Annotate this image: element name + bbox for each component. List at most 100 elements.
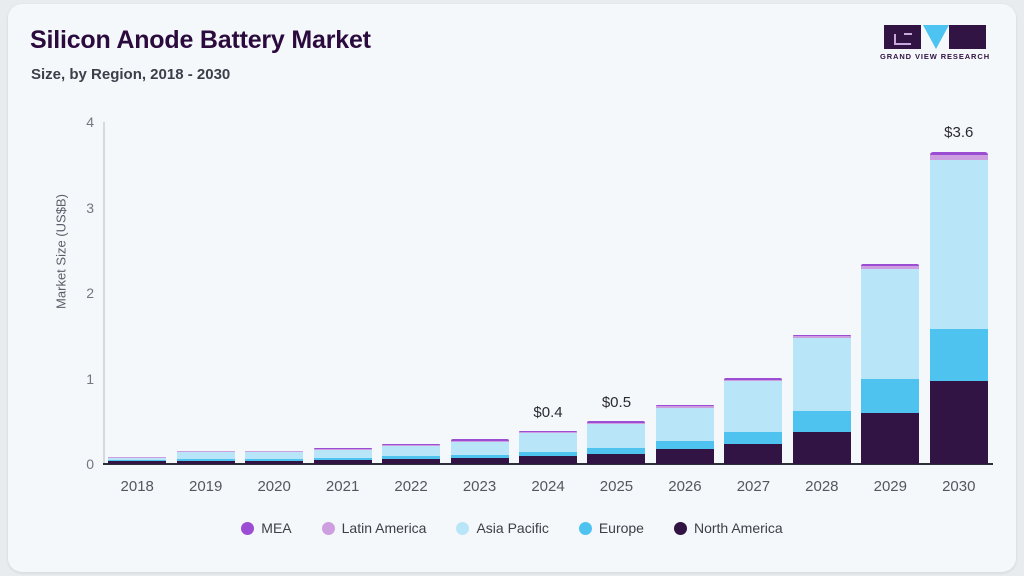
- bar-segment[interactable]: [519, 432, 577, 434]
- bar-segment[interactable]: [450, 455, 509, 459]
- x-axis-tick-label: 2029: [873, 478, 907, 495]
- bar-column[interactable]: [172, 122, 240, 464]
- bar-segment[interactable]: [519, 452, 577, 457]
- bar-column[interactable]: [103, 122, 171, 464]
- stacked-bar[interactable]: [929, 151, 988, 464]
- x-axis-tick-label: 2028: [805, 478, 839, 495]
- bar-segment[interactable]: [313, 458, 372, 460]
- bar-segment[interactable]: [792, 338, 851, 411]
- bar-segment[interactable]: [792, 335, 851, 337]
- legend-item[interactable]: MEA: [241, 520, 292, 536]
- stacked-bar[interactable]: [655, 405, 714, 464]
- bar-segment[interactable]: [655, 406, 714, 408]
- bar-segment[interactable]: [450, 440, 509, 442]
- bar-segment[interactable]: [382, 446, 441, 457]
- bar-segment[interactable]: [382, 444, 441, 447]
- bar-column[interactable]: [514, 122, 582, 464]
- bar-segment[interactable]: [792, 431, 851, 464]
- stacked-bar[interactable]: [382, 443, 441, 464]
- legend-item[interactable]: Asia Pacific: [456, 520, 549, 536]
- bar-segment[interactable]: [929, 381, 988, 464]
- legend-label: Latin America: [341, 520, 427, 536]
- bar-segment[interactable]: [313, 450, 372, 459]
- bar-segment[interactable]: [245, 460, 304, 464]
- bar-segment[interactable]: [245, 458, 304, 461]
- bar-segment[interactable]: [929, 328, 988, 382]
- bar-column[interactable]: [309, 122, 377, 464]
- bar-segment[interactable]: [929, 159, 988, 329]
- bar-segment[interactable]: [519, 430, 577, 433]
- bar-segment[interactable]: [245, 452, 304, 459]
- bar-column[interactable]: [651, 122, 719, 464]
- bar-segment[interactable]: [176, 452, 235, 459]
- bar-segment[interactable]: [450, 458, 509, 464]
- bar-segment[interactable]: [450, 439, 509, 441]
- bar-segment[interactable]: [724, 432, 783, 445]
- stacked-bar[interactable]: [792, 335, 851, 464]
- bar-segment[interactable]: [108, 461, 167, 464]
- bar-segment[interactable]: [724, 381, 783, 433]
- bar-segment[interactable]: [792, 336, 851, 339]
- bar-segment[interactable]: [313, 459, 372, 464]
- bar-segment[interactable]: [587, 447, 646, 454]
- bar-segment[interactable]: [724, 444, 783, 464]
- bar-segment[interactable]: [655, 449, 714, 464]
- bar-segment[interactable]: [655, 407, 714, 441]
- bar-column[interactable]: [377, 122, 445, 464]
- bar-segment[interactable]: [655, 440, 714, 450]
- bar-segment[interactable]: [176, 460, 235, 464]
- bar-segment[interactable]: [176, 458, 235, 461]
- bar-segment[interactable]: [313, 449, 372, 451]
- stacked-bar[interactable]: [587, 421, 646, 464]
- bar-column[interactable]: [240, 122, 308, 464]
- bar-segment[interactable]: [929, 151, 988, 155]
- bar-segment[interactable]: [450, 441, 509, 456]
- bar-segment[interactable]: [587, 453, 646, 464]
- bar-segment[interactable]: [792, 411, 851, 432]
- bar-segment[interactable]: [861, 412, 920, 464]
- legend-label: Europe: [598, 520, 644, 536]
- stacked-bar[interactable]: [245, 450, 304, 464]
- legend-item[interactable]: North America: [673, 520, 783, 536]
- bar-segment[interactable]: [655, 405, 714, 407]
- stacked-bar[interactable]: [313, 447, 372, 464]
- bar-segment[interactable]: [929, 154, 988, 160]
- bar-segment[interactable]: [108, 457, 167, 461]
- bar-segment[interactable]: [108, 456, 167, 458]
- bar-segment[interactable]: [382, 443, 441, 445]
- bar-column[interactable]: [925, 122, 993, 464]
- stacked-bar[interactable]: [108, 456, 167, 464]
- stacked-bar[interactable]: [861, 264, 920, 464]
- bar-segment[interactable]: [587, 421, 646, 423]
- x-axis-line: [103, 463, 993, 465]
- legend-item[interactable]: Latin America: [321, 520, 427, 536]
- bar-column[interactable]: [582, 122, 650, 464]
- bar-column[interactable]: [856, 122, 924, 464]
- stacked-bar[interactable]: [450, 439, 509, 464]
- legend-item[interactable]: Europe: [578, 520, 644, 536]
- stacked-bar[interactable]: [519, 430, 577, 464]
- bar-segment[interactable]: [313, 447, 372, 450]
- bar-segment[interactable]: [519, 433, 577, 453]
- bar-segment[interactable]: [587, 423, 646, 448]
- bar-segment[interactable]: [519, 456, 577, 464]
- bar-column[interactable]: [446, 122, 514, 464]
- bar-segment[interactable]: [108, 460, 167, 462]
- bar-segment[interactable]: [724, 379, 783, 382]
- bar-segment[interactable]: [861, 265, 920, 270]
- bar-segment[interactable]: [587, 422, 646, 424]
- legend-label: MEA: [261, 520, 292, 536]
- bar-segment[interactable]: [245, 450, 304, 453]
- bar-column[interactable]: [719, 122, 787, 464]
- bar-segment[interactable]: [724, 378, 783, 380]
- bar-segment[interactable]: [861, 269, 920, 379]
- bar-segment[interactable]: [861, 264, 920, 266]
- bar-column[interactable]: [788, 122, 856, 464]
- bar-segment[interactable]: [176, 450, 235, 453]
- x-axis-tick-label: 2027: [736, 478, 771, 495]
- bar-segment[interactable]: [382, 458, 441, 464]
- bar-segment[interactable]: [382, 456, 441, 459]
- bar-segment[interactable]: [861, 378, 920, 413]
- stacked-bar[interactable]: [724, 378, 783, 464]
- stacked-bar[interactable]: [176, 450, 235, 464]
